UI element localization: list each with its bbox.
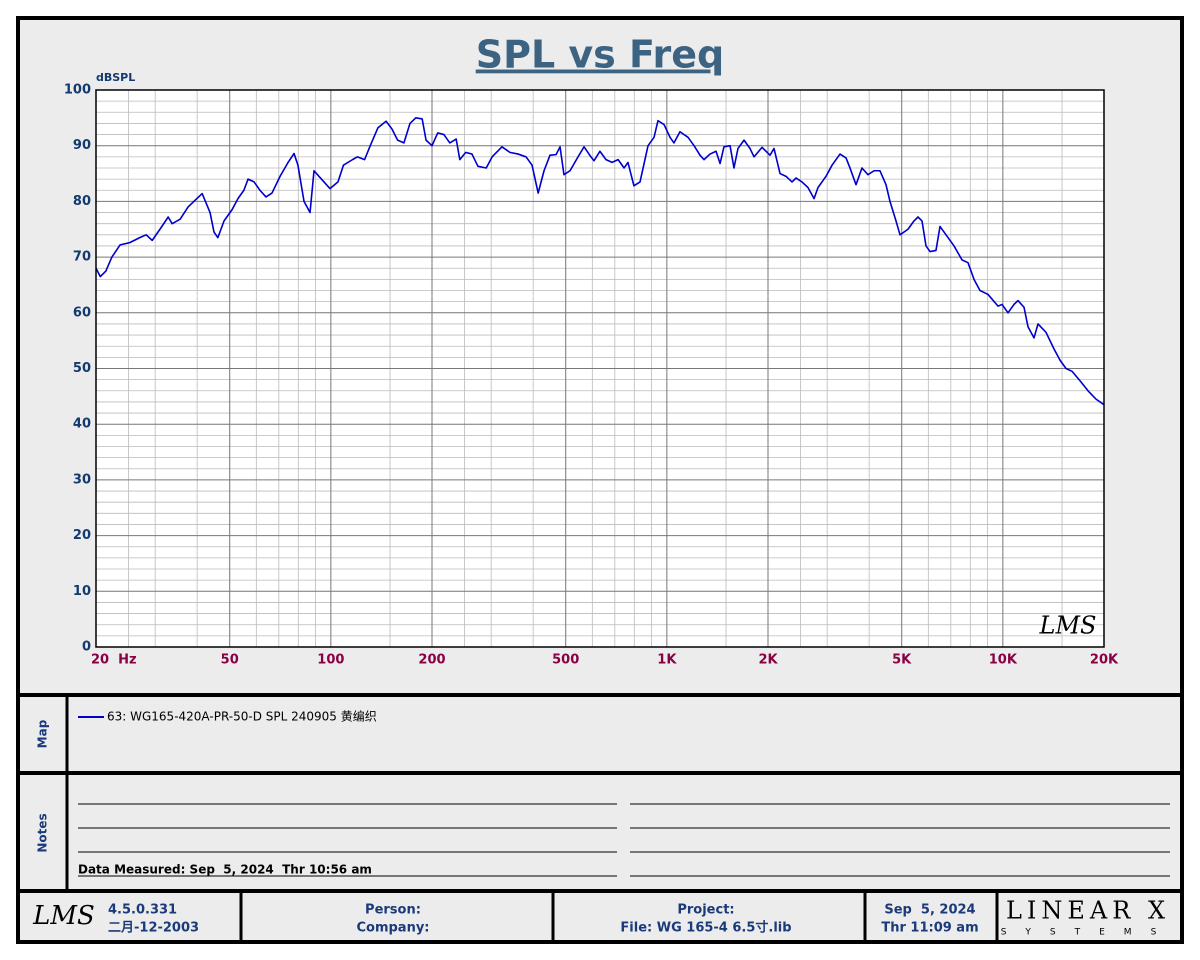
y-tick-label: 30	[73, 472, 91, 487]
x-tick-label: 1K	[657, 653, 677, 668]
y-unit: dBSPL	[96, 71, 135, 84]
chart-title: SPL vs Freq	[476, 33, 725, 77]
x-tick-label: 2K	[758, 653, 778, 668]
brand: LINEAR X	[1006, 897, 1170, 925]
x-tick-label: 50	[221, 653, 239, 668]
x-tick-label: 500	[552, 653, 579, 668]
time: Thr 11:09 am	[881, 921, 978, 936]
y-tick-label: 60	[73, 305, 91, 320]
y-tick-label: 20	[73, 528, 91, 543]
legend-entry: 63: WG165-420A-PR-50-D SPL 240905 黄编织	[107, 709, 377, 724]
x-tick-label: 5K	[892, 653, 912, 668]
panel-lines	[18, 693, 1182, 942]
y-tick-label: 50	[73, 361, 91, 376]
footer-logo: LMS	[32, 901, 95, 931]
y-tick-label: 80	[73, 194, 91, 209]
y-tick-label: 100	[64, 83, 91, 98]
y-tick-label: 0	[82, 640, 91, 655]
y-tick-label: 40	[73, 417, 91, 432]
x-tick-label: 20K	[1090, 653, 1119, 668]
x-tick-label: 20 Hz	[91, 653, 137, 668]
y-tick-label: 10	[73, 584, 91, 599]
map-label: Map	[36, 719, 50, 748]
watermark: LMS	[1039, 612, 1097, 640]
x-tick-label: 200	[418, 653, 445, 668]
x-tick-label: 10K	[989, 653, 1018, 668]
spl-curve	[95, 117, 1105, 406]
version: 4.5.0.331	[108, 903, 177, 918]
person: Person:	[365, 903, 421, 918]
notes-label: Notes	[36, 813, 50, 852]
brand-sub: SYSTEMS	[1001, 928, 1176, 938]
file: File: WG 165-4 6.5寸.lib	[620, 920, 791, 936]
plot-border	[95, 89, 1105, 648]
data-measured: Data Measured: Sep 5, 2024 Thr 10:56 am	[78, 863, 372, 877]
curves	[95, 117, 1105, 406]
date: Sep 5, 2024	[884, 903, 975, 918]
company: Company:	[356, 921, 429, 936]
build-date: 二月-12-2003	[108, 921, 199, 936]
y-tick-label: 70	[73, 250, 91, 265]
y-tick-label: 90	[73, 138, 91, 153]
x-tick-label: 100	[317, 653, 344, 668]
project: Project:	[677, 903, 734, 918]
